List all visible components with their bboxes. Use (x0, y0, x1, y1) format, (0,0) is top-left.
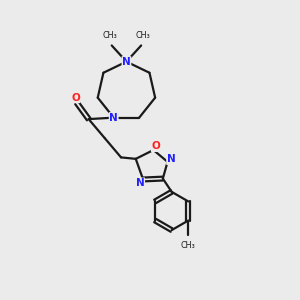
Text: O: O (152, 142, 160, 152)
Text: CH₃: CH₃ (181, 241, 196, 250)
Text: N: N (122, 57, 131, 67)
Text: N: N (136, 178, 145, 188)
Text: N: N (167, 154, 176, 164)
Text: CH₃: CH₃ (103, 31, 118, 40)
Text: CH₃: CH₃ (135, 31, 150, 40)
Text: N: N (109, 112, 118, 123)
Text: O: O (71, 93, 80, 103)
